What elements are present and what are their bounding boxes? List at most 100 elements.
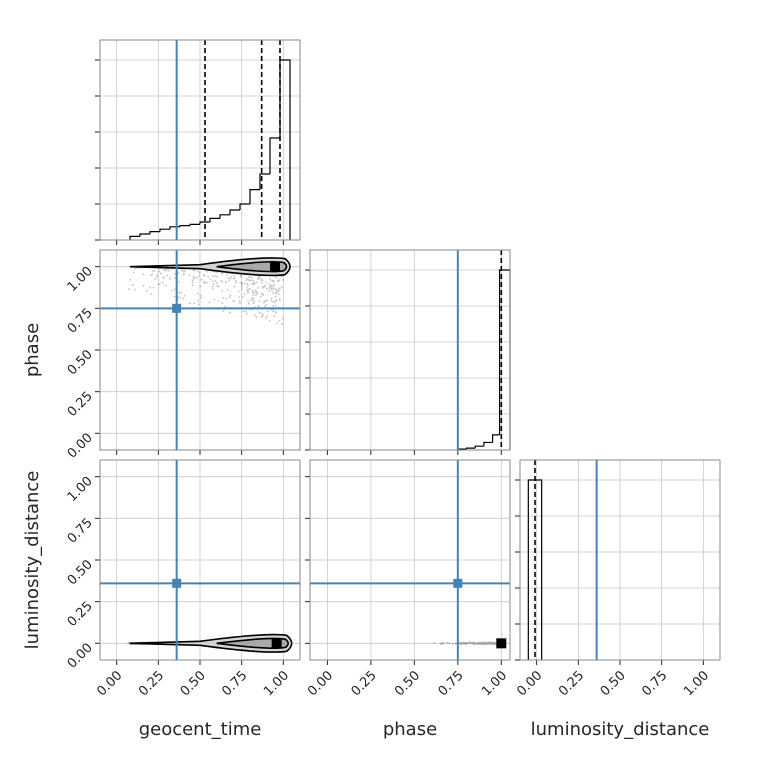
panel-geocent_time-vs-phase-sample-372 bbox=[254, 281, 256, 284]
panel-geocent_time-vs-phase-sample-326 bbox=[205, 270, 208, 273]
panel-geocent_time-vs-phase-sample-381 bbox=[216, 284, 219, 287]
panel-geocent_time-vs-phase-sample-72 bbox=[272, 305, 274, 307]
panel-geocent_time-vs-phase-sample-127 bbox=[197, 299, 200, 302]
panel-phase-vs-luminosity_distance-sample-34 bbox=[491, 641, 494, 644]
panel-geocent_time-vs-phase-sample-134 bbox=[240, 288, 243, 291]
panel-geocent_time-vs-phase-sample-494 bbox=[251, 298, 253, 300]
panel-geocent_time-vs-phase-sample-275 bbox=[269, 308, 272, 311]
panel-geocent_time-vs-phase-sample-7 bbox=[217, 285, 220, 288]
panel-geocent_time-vs-phase-sample-34 bbox=[248, 276, 250, 279]
panel-geocent_time-vs-phase-sample-512 bbox=[244, 282, 246, 285]
panel-geocent_time-vs-phase-sample-322 bbox=[267, 289, 270, 292]
panel-phase-vs-luminosity_distance-sample-13 bbox=[477, 643, 480, 645]
panel-geocent_time-vs-phase-sample-181 bbox=[275, 276, 278, 279]
panel-geocent_time-vs-phase-ytick-label-3: 0.75 bbox=[65, 306, 96, 337]
panel-geocent_time-vs-phase-sample-113 bbox=[252, 294, 254, 296]
panel-geocent_time-vs-phase-sample-33 bbox=[270, 284, 273, 287]
panel-phase-vs-luminosity_distance-sample-147 bbox=[492, 641, 494, 644]
panel-geocent_time-vs-phase-sample-411 bbox=[235, 281, 237, 284]
panel-geocent_time-vs-luminosity_distance-ytick-label-0: 0.00 bbox=[65, 641, 96, 672]
panel-geocent_time-vs-phase-sample-88 bbox=[261, 313, 264, 315]
panel-phase-vs-luminosity_distance-sample-33 bbox=[465, 641, 468, 644]
panel-geocent_time-vs-phase-sample-457 bbox=[222, 297, 225, 299]
panel-phase-vs-luminosity_distance-sample-109 bbox=[487, 642, 490, 645]
panel-geocent_time-vs-phase-sample-122 bbox=[239, 274, 242, 277]
panel-phase-vs-luminosity_distance-sample-125 bbox=[454, 642, 457, 645]
panel-geocent_time-vs-phase-sample-279 bbox=[265, 287, 268, 290]
panel-geocent_time-vs-phase-sample-228 bbox=[266, 299, 269, 302]
panel-phase-vs-luminosity_distance-sample-132 bbox=[491, 641, 494, 644]
panel-geocent_time-vs-phase-sample-418 bbox=[263, 284, 266, 287]
panel-phase-vs-luminosity_distance-sample-86 bbox=[446, 641, 448, 644]
panel-phase-vs-luminosity_distance-sample-60 bbox=[490, 642, 493, 645]
panel-geocent_time-vs-phase-sample-421 bbox=[133, 267, 136, 270]
panel-phase-vs-luminosity_distance-sample-176 bbox=[477, 642, 480, 645]
panel-geocent_time-vs-phase-sample-240 bbox=[270, 299, 273, 302]
panel-phase-vs-luminosity_distance-sample-139 bbox=[494, 641, 497, 644]
panel-geocent_time-vs-phase-sample-379 bbox=[275, 311, 277, 314]
hist-geocent_time-bin-11 bbox=[239, 203, 250, 210]
panel-geocent_time-vs-phase-sample-404 bbox=[252, 279, 255, 282]
panel-geocent_time-vs-phase-sample-277 bbox=[198, 274, 200, 277]
panel-geocent_time-vs-phase-sample-79 bbox=[214, 280, 217, 282]
panel-geocent_time-vs-phase-sample-433 bbox=[265, 303, 268, 306]
panel-geocent_time-vs-phase-sample-303 bbox=[233, 277, 236, 279]
panel-geocent_time-vs-phase-sample-57 bbox=[217, 300, 220, 303]
panel-geocent_time-vs-phase-sample-121 bbox=[203, 280, 206, 283]
panel-geocent_time-vs-luminosity_distance-ytick-label-3: 0.75 bbox=[65, 516, 96, 547]
panel-geocent_time-vs-phase-sample-13 bbox=[249, 279, 251, 282]
panel-phase-vs-luminosity_distance-sample-157 bbox=[491, 641, 494, 644]
panel-geocent_time-vs-phase-sample-335 bbox=[227, 277, 229, 279]
panel-phase-vs-luminosity_distance-sample-18 bbox=[478, 643, 480, 645]
panel-geocent_time-vs-phase-sample-422 bbox=[279, 287, 281, 290]
panel-phase-vs-luminosity_distance-sample-29 bbox=[463, 641, 466, 644]
panel-geocent_time-vs-phase-sample-357 bbox=[256, 292, 259, 295]
hist-phase-bin-3 bbox=[483, 441, 493, 447]
hist-phase-bin-2 bbox=[474, 445, 484, 449]
panel-geocent_time-vs-luminosity_distance-xtick-label-3: 0.75 bbox=[219, 668, 250, 699]
panel-geocent_time-vs-phase-sample-49 bbox=[272, 310, 275, 313]
panel-geocent_time-vs-phase-sample-286 bbox=[268, 287, 271, 290]
panel-geocent_time-vs-phase-sample-280 bbox=[242, 310, 245, 313]
panel-geocent_time-vs-phase-sample-135 bbox=[251, 283, 254, 285]
hist-phase bbox=[305, 249, 511, 455]
panel-geocent_time-vs-phase-sample-225 bbox=[200, 296, 203, 299]
panel-geocent_time-vs-phase-sample-321 bbox=[203, 274, 206, 277]
panel-geocent_time-vs-phase-sample-395 bbox=[183, 270, 186, 273]
panel-phase-vs-luminosity_distance-sample-191 bbox=[475, 642, 478, 645]
panel-geocent_time-vs-phase-sample-377 bbox=[278, 287, 281, 290]
panel-geocent_time-vs-phase-sample-251 bbox=[241, 282, 244, 285]
panel-phase-vs-luminosity_distance-sample-102 bbox=[475, 643, 478, 645]
panel-geocent_time-vs-phase-sample-368 bbox=[240, 283, 243, 286]
panel-geocent_time-vs-phase-sample-172 bbox=[155, 275, 158, 278]
panel-phase-vs-luminosity_distance-sample-69 bbox=[459, 642, 462, 645]
hist-geocent_time-bin-10 bbox=[229, 209, 240, 215]
panel-geocent_time-vs-phase-sample-301 bbox=[164, 268, 167, 271]
panel-phase-vs-luminosity_distance-sample-95 bbox=[479, 643, 481, 645]
panel-geocent_time-vs-phase-sample-12 bbox=[275, 289, 278, 291]
panel-phase-vs-luminosity_distance-sample-64 bbox=[481, 643, 484, 646]
panel-geocent_time-vs-phase-sample-155 bbox=[212, 283, 215, 286]
panel-phase-vs-luminosity_distance-sample-162 bbox=[463, 642, 466, 645]
panel-phase-vs-luminosity_distance-sample-130 bbox=[481, 642, 484, 645]
panel-geocent_time-vs-phase-sample-30 bbox=[212, 275, 214, 278]
panel-geocent_time-vs-phase-sample-154 bbox=[273, 301, 276, 303]
panel-phase-vs-luminosity_distance-sample-145 bbox=[442, 642, 445, 644]
panel-geocent_time-vs-phase-sample-487 bbox=[178, 291, 181, 294]
panel-phase-vs-luminosity_distance-sample-39 bbox=[481, 642, 484, 645]
hist-luminosity_distance-bin-0 bbox=[527, 479, 535, 660]
panel-geocent_time-vs-phase-sample-288 bbox=[247, 278, 250, 281]
panel-geocent_time-vs-phase-sample-426 bbox=[142, 273, 145, 276]
panel-phase-vs-luminosity_distance-sample-44 bbox=[481, 641, 484, 644]
panel-geocent_time-vs-phase-sample-142 bbox=[255, 291, 258, 294]
panel-phase-vs-luminosity_distance-sample-19 bbox=[491, 641, 494, 644]
panel-geocent_time-vs-phase-sample-183 bbox=[270, 297, 273, 300]
hist-geocent_time-bin-13 bbox=[259, 173, 270, 190]
panel-geocent_time-vs-phase-sample-267 bbox=[260, 295, 262, 298]
panel-phase-vs-luminosity_distance-sample-4 bbox=[478, 642, 481, 645]
panel-phase-vs-luminosity_distance-sample-50 bbox=[461, 643, 464, 646]
panel-geocent_time-vs-phase-sample-419 bbox=[252, 297, 255, 300]
panel-geocent_time-vs-phase-sample-449 bbox=[248, 275, 251, 278]
panel-geocent_time-vs-phase-sample-308 bbox=[221, 280, 224, 283]
